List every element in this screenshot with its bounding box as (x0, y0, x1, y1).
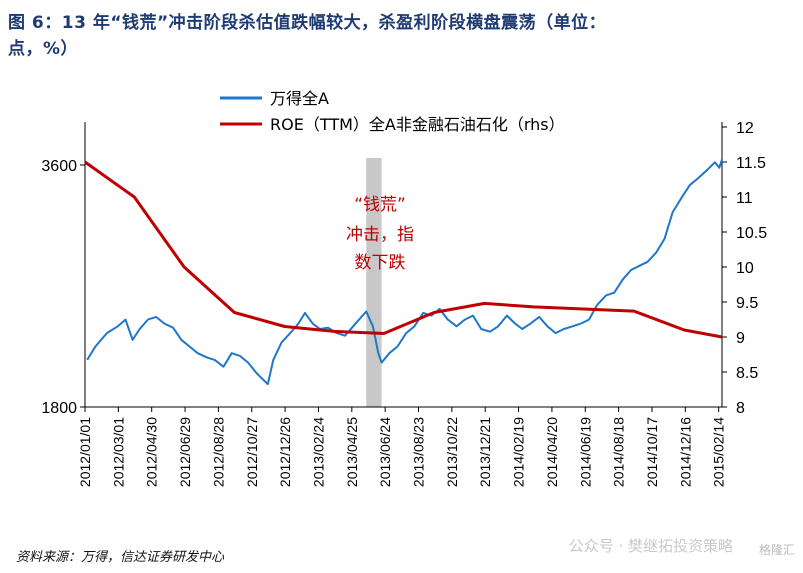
annotation-line-1: “钱荒” (354, 195, 406, 215)
y-right-tick-label: 9.5 (736, 295, 758, 312)
x-tick-label: 2013/10/22 (444, 417, 460, 487)
watermark-badge: 格隆汇 (758, 543, 795, 557)
y-right-tick-label: 11 (736, 190, 753, 207)
y-left-tick-label: 3600 (41, 158, 77, 175)
chart-legend: 万得全A ROE（TTM）全A非金融石油石化（rhs） (220, 89, 565, 134)
series-line-index (86, 159, 723, 386)
series-line-roe (84, 160, 723, 339)
x-tick-label: 2012/08/28 (210, 417, 226, 487)
source-note: 资料来源：万得，信达证券研发中心 (16, 550, 225, 565)
chart-title-line2: 点，%） (8, 39, 79, 59)
y-right-tick-label: 8.5 (736, 365, 758, 382)
x-tick-label: 2014/06/19 (577, 417, 593, 487)
y-right-tick-label: 11.5 (736, 155, 766, 172)
chart-title-line1: 图 6：13 年“钱荒”冲击阶段杀估值跌幅较大，杀盈利阶段横盘震荡（单位： (8, 13, 607, 33)
x-tick-label: 2014/02/19 (511, 417, 527, 487)
chart-axes: 1800 3600 8 8.5 9 9.5 10 10.5 11 11.5 12 2012/01/01… (41, 120, 767, 487)
y-right-tick-label: 9 (736, 330, 745, 347)
y-right-tick-label: 10 (736, 260, 754, 277)
annotation-line-3: 数下跌 (355, 253, 406, 273)
x-tick-label: 2012/06/29 (177, 417, 193, 487)
x-tick-label: 2012/03/01 (110, 417, 126, 487)
x-tick-label: 2013/06/24 (377, 417, 393, 487)
x-tick-label: 2012/12/26 (277, 417, 293, 487)
x-tick-label: 2012/10/27 (244, 417, 260, 487)
x-tick-label: 2014/12/16 (677, 417, 693, 487)
x-tick-label: 2012/04/30 (144, 417, 160, 487)
chart-lines (84, 159, 723, 386)
legend-label-index: 万得全A (270, 89, 329, 108)
x-tick-label: 2013/12/21 (477, 417, 493, 487)
y-left-tick-label: 1800 (41, 400, 77, 417)
x-tick-label: 2013/02/24 (310, 417, 326, 487)
x-tick-label: 2013/04/25 (344, 417, 360, 487)
x-tick-label: 2014/10/17 (644, 417, 660, 487)
x-tick-label: 2015/02/14 (711, 417, 727, 487)
y-right-tick-label: 10.5 (736, 225, 767, 242)
y-right-tick-label: 12 (736, 120, 754, 137)
x-tick-label: 2014/04/20 (544, 417, 560, 487)
shaded-period (366, 158, 382, 407)
x-tick-label: 2012/01/01 (77, 417, 93, 487)
x-tick-label: 2014/08/18 (611, 417, 627, 487)
y-right-tick-label: 8 (736, 400, 745, 417)
legend-label-roe: ROE（TTM）全A非金融石油石化（rhs） (270, 115, 565, 134)
watermark: 公众号 · 樊继拓投资策略 (568, 537, 733, 555)
chart-title: 图 6：13 年“钱荒”冲击阶段杀估值跌幅较大，杀盈利阶段横盘震荡（单位： 点，… (8, 10, 798, 62)
annotation-line-2: 冲击，指 (346, 225, 414, 245)
x-tick-label: 2013/08/23 (411, 417, 427, 487)
annotation: “钱荒” 冲击，指 数下跌 (346, 195, 414, 273)
